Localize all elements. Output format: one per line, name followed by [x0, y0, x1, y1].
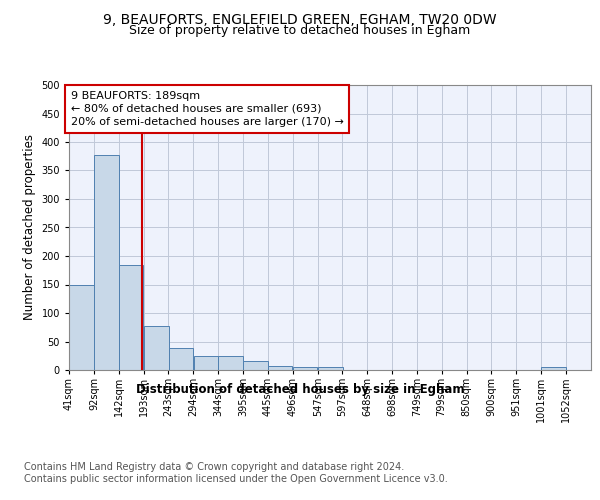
Text: Size of property relative to detached houses in Egham: Size of property relative to detached ho…: [130, 24, 470, 37]
Bar: [169, 348, 193, 370]
Bar: [194, 356, 218, 370]
Bar: [144, 326, 169, 370]
Y-axis label: Number of detached properties: Number of detached properties: [23, 134, 36, 320]
Bar: [541, 367, 566, 370]
Bar: [69, 284, 94, 370]
Bar: [268, 366, 292, 370]
Text: 9 BEAUFORTS: 189sqm
← 80% of detached houses are smaller (693)
20% of semi-detac: 9 BEAUFORTS: 189sqm ← 80% of detached ho…: [71, 90, 344, 127]
Bar: [293, 367, 317, 370]
Text: Distribution of detached houses by size in Egham: Distribution of detached houses by size …: [136, 382, 464, 396]
Bar: [318, 367, 343, 370]
Text: Contains HM Land Registry data © Crown copyright and database right 2024.
Contai: Contains HM Land Registry data © Crown c…: [24, 462, 448, 484]
Bar: [218, 356, 243, 370]
Bar: [94, 154, 119, 370]
Bar: [119, 265, 143, 370]
Bar: [243, 362, 268, 370]
Text: 9, BEAUFORTS, ENGLEFIELD GREEN, EGHAM, TW20 0DW: 9, BEAUFORTS, ENGLEFIELD GREEN, EGHAM, T…: [103, 12, 497, 26]
